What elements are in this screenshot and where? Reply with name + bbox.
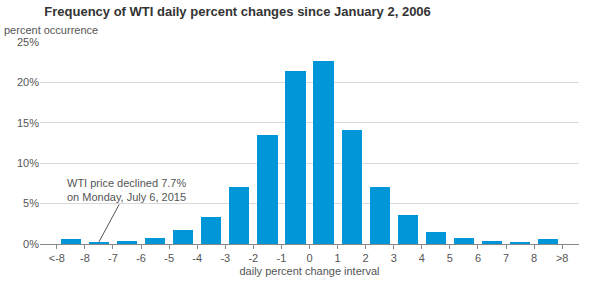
svg-text:-2: -2	[248, 252, 258, 264]
svg-text:5: 5	[447, 252, 453, 264]
svg-text:percent occurrence: percent occurrence	[4, 24, 98, 36]
svg-text:daily percent change interval: daily percent change interval	[239, 265, 379, 277]
svg-text:7: 7	[503, 252, 509, 264]
svg-text:-7: -7	[108, 252, 118, 264]
svg-text:2: 2	[363, 252, 369, 264]
svg-text:0: 0	[306, 252, 312, 264]
svg-text:1: 1	[335, 252, 341, 264]
svg-text:Frequency of WTI daily percent: Frequency of WTI daily percent changes s…	[44, 4, 431, 19]
svg-text:20%: 20%	[17, 76, 39, 88]
svg-text:0%: 0%	[23, 238, 39, 250]
svg-text:4: 4	[419, 252, 425, 264]
svg-text:10%: 10%	[17, 157, 39, 169]
svg-text:25%: 25%	[17, 36, 39, 48]
svg-text:-3: -3	[220, 252, 230, 264]
svg-text:-1: -1	[277, 252, 287, 264]
svg-text:15%: 15%	[17, 117, 39, 129]
svg-text:<-8: <-8	[49, 252, 65, 264]
svg-text:-4: -4	[192, 252, 202, 264]
svg-text:WTI price declined 7.7%on Mond: WTI price declined 7.7%on Monday, July 6…	[67, 177, 186, 203]
svg-text:5%: 5%	[23, 197, 39, 209]
svg-text:-6: -6	[136, 252, 146, 264]
svg-text:3: 3	[391, 252, 397, 264]
svg-text:-8: -8	[80, 252, 90, 264]
svg-text:-5: -5	[164, 252, 174, 264]
svg-text:6: 6	[475, 252, 481, 264]
svg-text:>8: >8	[556, 252, 569, 264]
svg-text:8: 8	[531, 252, 537, 264]
